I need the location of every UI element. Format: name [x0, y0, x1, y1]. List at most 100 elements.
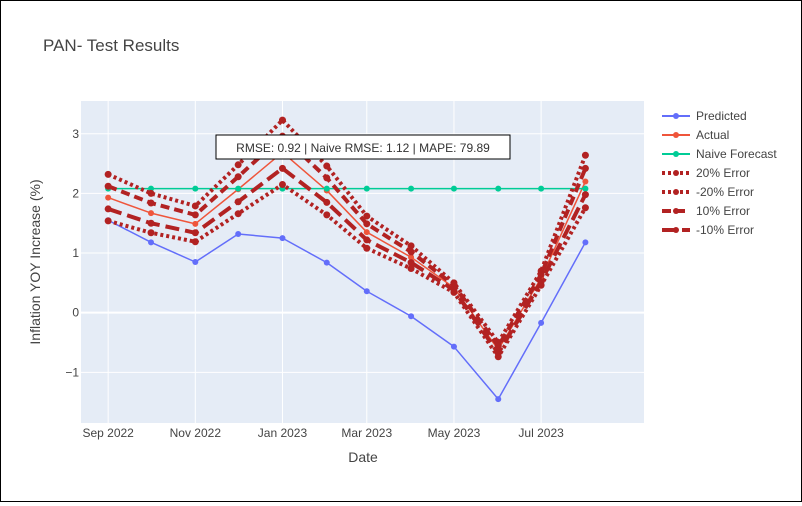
data-point	[105, 194, 112, 201]
x-tick-label: May 2023	[428, 426, 481, 440]
legend-label: Naive Forecast	[696, 147, 777, 161]
data-point	[148, 239, 155, 246]
series-7	[104, 164, 589, 357]
y-axis-title: Inflation YOY Increase (%)	[27, 179, 43, 344]
data-point	[363, 236, 371, 244]
legend-item[interactable]: Naive Forecast	[662, 147, 777, 161]
data-point	[363, 244, 371, 252]
legend-swatch-marker	[673, 227, 679, 233]
data-point	[408, 313, 415, 320]
y-tick-label: 1	[72, 246, 79, 260]
series-1	[105, 217, 589, 403]
legend-swatch-marker	[673, 113, 679, 119]
y-axis-ticks: −1 0 1 2 3	[65, 127, 79, 380]
annotation-box: RMSE: 0.92 | Naive RMSE: 1.12 | MAPE: 79…	[215, 134, 511, 160]
data-point	[323, 185, 330, 192]
data-point	[147, 219, 155, 227]
data-point	[279, 235, 286, 242]
x-axis-title: Date	[348, 449, 378, 465]
series-line	[107, 166, 588, 356]
data-point	[192, 220, 199, 227]
data-point	[581, 191, 589, 199]
data-point	[148, 185, 155, 192]
data-point	[363, 288, 370, 295]
data-point	[235, 230, 242, 237]
legend-item[interactable]: Predicted	[662, 109, 747, 123]
x-tick-label: Sep 2022	[82, 426, 134, 440]
legend-swatch-marker	[673, 189, 679, 195]
legend[interactable]: Predicted Actual Naive Forecast 20% Error -2…	[662, 109, 777, 237]
legend-label: 20% Error	[696, 166, 750, 180]
data-point	[407, 248, 415, 256]
legend-item[interactable]: 20% Error	[662, 166, 750, 180]
data-point	[104, 205, 112, 213]
annotation-border	[215, 134, 511, 160]
data-point	[495, 396, 502, 403]
series-line	[107, 219, 587, 400]
data-point	[147, 199, 155, 207]
data-point	[582, 178, 589, 185]
series-layer	[104, 116, 589, 403]
legend-item[interactable]: -10% Error	[662, 223, 754, 237]
data-point	[408, 185, 415, 192]
data-point	[234, 210, 242, 218]
legend-swatch-marker	[673, 151, 679, 157]
series-6	[104, 132, 589, 350]
data-point	[192, 259, 199, 265]
data-point	[407, 265, 415, 273]
y-tick-label: 2	[72, 186, 79, 200]
data-point	[191, 211, 199, 219]
data-point	[278, 164, 286, 172]
data-point	[581, 204, 589, 212]
data-point	[323, 198, 331, 206]
data-point	[278, 116, 286, 124]
y-tick-label: 3	[72, 127, 79, 141]
legend-swatch-marker	[673, 132, 679, 138]
data-point	[582, 185, 589, 192]
data-point	[450, 286, 458, 294]
data-point	[538, 319, 545, 326]
data-point	[450, 185, 457, 192]
data-point	[191, 238, 199, 246]
legend-swatch-marker	[673, 170, 679, 176]
data-point	[147, 229, 155, 237]
legend-label: Predicted	[696, 109, 747, 123]
legend-label: -10% Error	[696, 223, 754, 237]
data-point	[494, 349, 502, 357]
data-point	[363, 212, 371, 220]
data-point	[104, 170, 112, 178]
data-point	[537, 271, 545, 279]
series-line	[107, 118, 588, 345]
x-tick-label: Mar 2023	[341, 426, 392, 440]
data-point	[407, 242, 415, 250]
legend-item[interactable]: Actual	[662, 128, 729, 142]
x-tick-label: Jul 2023	[518, 426, 564, 440]
y-tick-label: 0	[72, 306, 79, 320]
data-point	[323, 259, 330, 266]
data-point	[363, 185, 370, 192]
data-point	[191, 229, 199, 237]
data-point	[235, 185, 242, 192]
data-point	[582, 239, 589, 246]
legend-item[interactable]: -20% Error	[662, 185, 754, 199]
y-tick-label: −1	[65, 365, 79, 379]
data-point	[407, 259, 415, 267]
data-point	[450, 343, 457, 350]
data-point	[581, 164, 589, 172]
legend-item[interactable]: 10% Error	[662, 204, 750, 218]
chart-title: PAN- Test Results	[43, 36, 179, 55]
data-point	[147, 189, 155, 197]
series-3	[105, 185, 589, 192]
data-point	[408, 254, 415, 261]
data-point	[234, 173, 242, 181]
data-point	[234, 161, 242, 169]
legend-label: Actual	[696, 128, 729, 142]
data-point	[363, 229, 370, 236]
data-point	[148, 210, 155, 217]
data-point	[323, 162, 331, 170]
x-tick-label: Jan 2023	[258, 426, 308, 440]
data-point	[234, 198, 242, 206]
annotation-text: RMSE: 0.92 | Naive RMSE: 1.12 | MAPE: 79…	[236, 141, 490, 155]
legend-label: -20% Error	[696, 185, 754, 199]
